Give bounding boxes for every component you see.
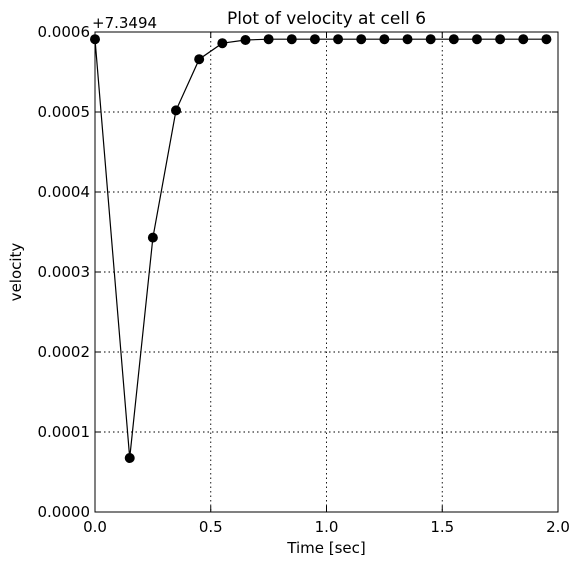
y-axis-title: velocity <box>7 243 25 302</box>
data-point <box>518 34 529 45</box>
x-tick-label: 1.0 <box>315 518 339 536</box>
data-point <box>402 34 413 45</box>
data-point <box>356 34 367 45</box>
data-point <box>217 38 228 49</box>
data-point <box>194 54 205 65</box>
data-point <box>379 34 390 45</box>
data-point <box>541 34 552 45</box>
x-axis-title: Time [sec] <box>286 539 365 557</box>
series-velocity <box>90 34 552 463</box>
y-tick-label: 0.0000 <box>38 503 91 521</box>
data-point <box>448 34 459 45</box>
data-point <box>147 232 158 243</box>
data-point <box>124 453 135 463</box>
y-tick-label: 0.0004 <box>38 183 91 201</box>
data-point <box>286 34 297 45</box>
data-point <box>263 34 274 45</box>
chart-title: Plot of velocity at cell 6 <box>227 9 426 29</box>
y-tick-label: 0.0006 <box>38 23 91 41</box>
x-tick-label: 1.5 <box>430 518 454 536</box>
data-point <box>495 34 506 45</box>
x-tick-label: 0.0 <box>83 518 107 536</box>
y-tick-label: 0.0005 <box>38 103 91 121</box>
data-point <box>333 34 344 45</box>
data-point <box>471 34 482 45</box>
grid-lines <box>95 32 558 512</box>
data-point <box>171 105 182 116</box>
x-tick-label: 0.5 <box>199 518 223 536</box>
x-tick-label: 2.0 <box>546 518 570 536</box>
y-tick-label: 0.0003 <box>38 263 91 281</box>
y-offset-label: +7.3494 <box>92 14 157 32</box>
data-point <box>425 34 436 45</box>
data-point <box>309 34 320 45</box>
series-line <box>94 38 547 459</box>
y-tick-label: 0.0001 <box>38 423 91 441</box>
axis-ticks: 0.0 0.5 1.0 1.5 2.0 0.0000 0.0001 0.0002 0.0003 0… <box>38 23 570 536</box>
y-tick-label: 0.0002 <box>38 343 91 361</box>
data-point <box>240 35 251 45</box>
